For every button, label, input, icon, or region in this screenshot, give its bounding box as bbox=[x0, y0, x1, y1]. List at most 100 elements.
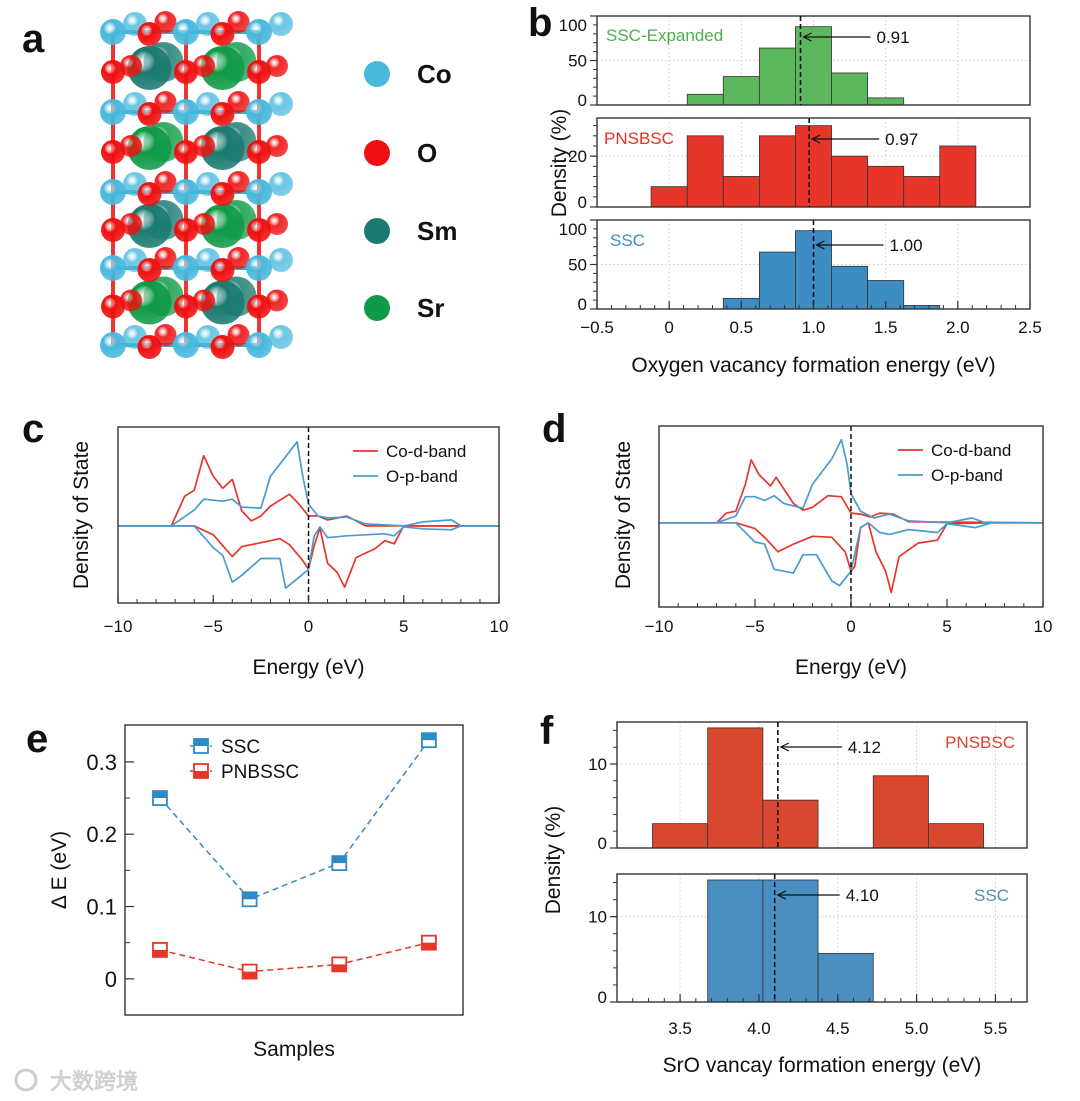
o-atom bbox=[210, 182, 235, 206]
o-atom bbox=[154, 171, 177, 193]
co-atom bbox=[246, 99, 272, 125]
mean-value-label: 0.91 bbox=[877, 28, 910, 47]
x-tick-label: 4.5 bbox=[826, 1019, 850, 1038]
co-atom bbox=[269, 172, 293, 196]
panel-label-a: a bbox=[22, 17, 45, 61]
histogram-bar bbox=[762, 879, 819, 1003]
legend-label-co: Co bbox=[417, 59, 452, 89]
legend-swatch-o bbox=[364, 140, 390, 166]
series-label: SSC-Expanded bbox=[606, 26, 723, 45]
co-atom bbox=[173, 179, 199, 205]
o-atom bbox=[247, 60, 271, 84]
co-atom bbox=[100, 332, 126, 358]
x-tick-label: 1.0 bbox=[802, 318, 826, 337]
co-atom bbox=[173, 332, 199, 358]
y-tick-label: 0.1 bbox=[86, 895, 117, 920]
y-tick-label: 0 bbox=[578, 295, 587, 314]
sr-atom bbox=[127, 126, 172, 170]
legend-label: Co-d-band bbox=[386, 442, 466, 461]
histogram-bar bbox=[758, 251, 796, 310]
o-atom bbox=[227, 247, 250, 269]
dos-curve-co-d-band-spin-up bbox=[118, 454, 499, 527]
legend-marker-fill bbox=[194, 739, 208, 746]
o-atom bbox=[154, 11, 177, 33]
o-atom bbox=[247, 140, 271, 164]
x-tick-label: 3.5 bbox=[668, 1019, 692, 1038]
o-atom bbox=[210, 258, 235, 282]
y-tick-label: 0.2 bbox=[86, 822, 117, 847]
o-atom bbox=[120, 55, 142, 77]
o-atom bbox=[227, 91, 250, 113]
x-tick-label: 2.0 bbox=[946, 318, 970, 337]
histogram-bar bbox=[831, 72, 869, 106]
y-tick-label: 20 bbox=[568, 147, 587, 166]
histogram-bar bbox=[650, 186, 688, 208]
x-tick-label: 1.5 bbox=[874, 318, 898, 337]
legend-swatch-sm bbox=[364, 218, 390, 244]
co-atom bbox=[100, 19, 126, 45]
o-atom bbox=[137, 102, 162, 126]
x-tick-label: 5 bbox=[942, 617, 951, 636]
series-label: PNSBSC bbox=[945, 733, 1015, 752]
y-tick-label: 0 bbox=[578, 193, 587, 212]
panel-label-b: b bbox=[528, 1, 552, 45]
co-atom bbox=[173, 19, 199, 45]
sr-atom bbox=[200, 204, 245, 248]
o-atom bbox=[174, 218, 198, 242]
y-axis-label: Δ E (eV) bbox=[48, 831, 71, 909]
plot-frame bbox=[616, 721, 1028, 849]
x-tick-label: 5.0 bbox=[905, 1019, 929, 1038]
histogram-bar bbox=[707, 879, 764, 1003]
x-axis-label: Energy (eV) bbox=[252, 656, 364, 679]
x-tick-label: 5 bbox=[399, 617, 408, 636]
o-atom bbox=[193, 55, 215, 77]
x-tick-label: 0 bbox=[846, 617, 855, 636]
o-atom bbox=[101, 140, 125, 164]
o-atom bbox=[227, 324, 250, 346]
plot-frame bbox=[124, 724, 464, 1016]
mean-value-label: 1.00 bbox=[890, 236, 923, 255]
o-atom bbox=[174, 294, 198, 319]
mean-arrow-head bbox=[810, 134, 821, 144]
legend-label-o: O bbox=[417, 138, 437, 168]
histogram-bar bbox=[867, 165, 905, 208]
series-label: SSC bbox=[974, 886, 1009, 905]
y-tick-label: 10 bbox=[588, 755, 607, 774]
histogram-bar bbox=[686, 135, 724, 208]
o-atom bbox=[101, 218, 125, 242]
x-tick-label: −5 bbox=[204, 617, 223, 636]
co-atom bbox=[269, 248, 293, 272]
histogram-bar bbox=[817, 952, 874, 1003]
co-atom bbox=[269, 325, 293, 349]
co-atom bbox=[100, 99, 126, 125]
y-tick-label: 0 bbox=[598, 988, 607, 1007]
histogram-bar bbox=[758, 47, 796, 106]
histogram-bar bbox=[722, 76, 760, 106]
series-label: PNSBSC bbox=[604, 129, 674, 148]
o-atom bbox=[120, 135, 142, 157]
plot-frame bbox=[596, 117, 1031, 208]
x-axis-label: Oxygen vacancy formation energy (eV) bbox=[631, 354, 995, 377]
series-label: SSC bbox=[610, 231, 645, 250]
o-atom bbox=[120, 213, 142, 235]
panel-label-e: e bbox=[26, 717, 48, 761]
mean-value-label: 0.97 bbox=[885, 130, 918, 149]
histogram-bar bbox=[686, 93, 724, 106]
data-point-marker-fill bbox=[421, 733, 436, 741]
histogram-bar bbox=[652, 823, 709, 849]
dos-curve-o-p-band-spin-up bbox=[659, 438, 1043, 524]
y-tick-label: 100 bbox=[559, 220, 587, 239]
panel-label-c: c bbox=[22, 407, 44, 451]
y-tick-label: 10 bbox=[588, 908, 607, 927]
sr-atom bbox=[200, 46, 245, 90]
y-tick-label: 0 bbox=[578, 91, 587, 110]
x-tick-label: −10 bbox=[645, 617, 674, 636]
legend-swatch-co bbox=[364, 61, 390, 87]
x-axis-label: SrO vancay formation energy (eV) bbox=[663, 1054, 982, 1077]
y-axis-label: Density (%) bbox=[548, 109, 571, 218]
y-tick-label: 0.3 bbox=[86, 750, 117, 775]
mean-value-label: 4.10 bbox=[846, 886, 879, 905]
mean-arrow-head bbox=[779, 742, 790, 752]
histogram-bar bbox=[707, 727, 764, 849]
co-atom bbox=[173, 99, 199, 125]
